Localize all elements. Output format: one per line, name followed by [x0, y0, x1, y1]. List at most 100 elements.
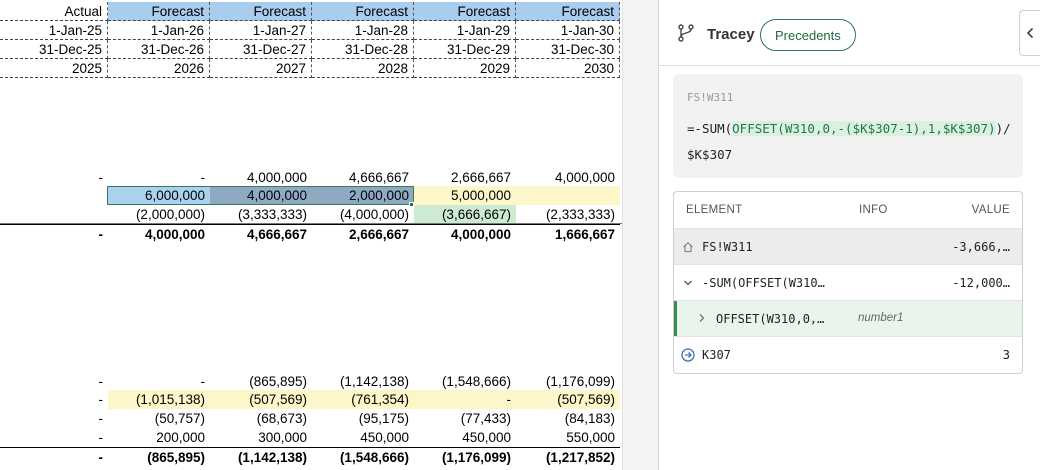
pane-divider[interactable]	[622, 0, 658, 470]
data-cell[interactable]: 2,666,667	[312, 224, 414, 243]
data-cell[interactable]: 2,666,667	[450, 170, 511, 185]
tree-row[interactable]: -SUM(OFFSET(W310… -12,000…	[674, 264, 1022, 300]
data-cell[interactable]: (507,569)	[210, 390, 312, 409]
fill-handle[interactable]	[409, 202, 414, 207]
data-cell[interactable]: 4,000,000	[108, 224, 210, 243]
data-cell[interactable]: -	[98, 411, 104, 426]
data-cell[interactable]: -	[414, 390, 516, 409]
precedents-button[interactable]: Precedents	[760, 19, 856, 51]
data-cell[interactable]: (1,015,138)	[108, 390, 210, 409]
column-value: VALUE	[971, 204, 1010, 216]
branch-icon	[678, 24, 694, 42]
data-cell[interactable]: (507,569)	[516, 390, 620, 409]
header-cell[interactable]: 2026	[108, 59, 210, 78]
data-cell[interactable]: 6,000,000	[108, 186, 210, 205]
header-cell[interactable]: 31-Dec-30	[516, 40, 620, 59]
data-cell[interactable]	[516, 186, 620, 205]
header-cell[interactable]: 2029	[414, 59, 516, 78]
data-cell[interactable]: (1,142,138)	[339, 374, 409, 389]
header-cell[interactable]: 31-Dec-25	[0, 40, 108, 59]
header-cell[interactable]: Actual	[0, 2, 108, 21]
data-cell[interactable]: -	[98, 392, 104, 407]
data-cell[interactable]: -	[98, 170, 104, 185]
data-cell[interactable]	[0, 186, 108, 205]
data-cell[interactable]: (3,666,667)	[414, 205, 516, 224]
data-cell[interactable]: (865,895)	[249, 374, 307, 389]
header-cell[interactable]: 31-Dec-27	[210, 40, 312, 59]
data-cell[interactable]: (1,176,099)	[545, 374, 615, 389]
data-cell[interactable]: (50,757)	[154, 411, 205, 426]
data-cell[interactable]: -	[0, 224, 108, 243]
header-cell[interactable]: 1-Jan-27	[210, 21, 312, 40]
tree-row-value: -12,000…	[952, 276, 1010, 290]
header-cell[interactable]: Forecast	[108, 2, 210, 21]
header-cell[interactable]: Forecast	[210, 2, 312, 21]
data-cell[interactable]: (95,175)	[358, 411, 409, 426]
header-cell[interactable]: 2030	[516, 59, 620, 78]
data-cell[interactable]: (3,333,333)	[237, 207, 307, 222]
home-icon	[683, 241, 693, 253]
data-cell[interactable]: 4,000,000	[554, 170, 615, 185]
formula-prefix: =-SUM(	[687, 121, 733, 136]
spreadsheet-grid[interactable]: Actual Forecast Forecast Forecast Forecast Fo…	[0, 0, 622, 470]
data-cell[interactable]: (761,354)	[312, 390, 414, 409]
data-cell[interactable]: (4,000,000)	[339, 207, 409, 222]
header-cell[interactable]: 2028	[312, 59, 414, 78]
data-cell[interactable]: (1,142,138)	[210, 447, 312, 466]
data-cell[interactable]: (68,673)	[256, 411, 307, 426]
header-cell[interactable]: 1-Jan-25	[0, 21, 108, 40]
chevron-down-icon[interactable]	[683, 279, 693, 287]
data-cell[interactable]: -	[0, 447, 108, 466]
data-cell[interactable]: 450,000	[360, 430, 409, 445]
data-cell[interactable]: 550,000	[566, 430, 615, 445]
data-cell[interactable]: (865,895)	[108, 447, 210, 466]
data-cell[interactable]: 300,000	[258, 430, 307, 445]
tree-row[interactable]: K307 3	[674, 336, 1022, 372]
data-cell[interactable]: 1,666,667	[516, 224, 620, 243]
data-cell[interactable]: -	[200, 170, 206, 185]
header-cell[interactable]: Forecast	[516, 2, 620, 21]
data-cell[interactable]: (1,176,099)	[414, 447, 516, 466]
header-cell[interactable]: 2027	[210, 59, 312, 78]
precedents-tree: ELEMENT INFO VALUE FS!W311 -3,666,… -SUM…	[673, 191, 1023, 374]
data-cell[interactable]: (1,548,666)	[441, 374, 511, 389]
data-cell[interactable]: (1,217,852)	[516, 447, 620, 466]
data-cell[interactable]: (1,548,666)	[312, 447, 414, 466]
tree-row-selected[interactable]: OFFSET(W310,0,… number1	[674, 300, 1022, 337]
data-cell[interactable]: -	[200, 374, 206, 389]
header-cell[interactable]: 1-Jan-30	[516, 21, 620, 40]
tree-row[interactable]: FS!W311 -3,666,…	[674, 228, 1022, 264]
header-cell[interactable]: 31-Dec-28	[312, 40, 414, 59]
data-cell[interactable]: 450,000	[462, 430, 511, 445]
chevron-right-icon[interactable]	[698, 313, 706, 323]
data-cell[interactable]: (2,333,333)	[545, 207, 615, 222]
data-cell[interactable]: 4,000,000	[414, 224, 516, 243]
data-cell[interactable]: 4,000,000	[210, 186, 312, 205]
collapse-panel-button[interactable]	[1019, 10, 1040, 56]
data-cell[interactable]: -	[98, 430, 104, 445]
data-cell[interactable]: 4,000,000	[246, 170, 307, 185]
data-cell[interactable]: (84,183)	[564, 411, 615, 426]
header-cell[interactable]: 2025	[0, 59, 108, 78]
data-cell[interactable]: 2,000,000	[312, 186, 414, 205]
cell-reference: FS!W311	[687, 91, 734, 104]
header-cell[interactable]: Forecast	[312, 2, 414, 21]
data-cell[interactable]: 4,666,667	[348, 170, 409, 185]
data-cell[interactable]: (2,000,000)	[135, 207, 205, 222]
data-cell[interactable]: -	[98, 374, 104, 389]
header-cell[interactable]: 1-Jan-29	[414, 21, 516, 40]
data-cell[interactable]	[0, 205, 108, 224]
panel-title: Tracey	[707, 26, 755, 43]
tracey-panel: Tracey Precedents FS!W311 =-SUM(OFFSET(W…	[658, 0, 1040, 470]
header-cell[interactable]: 31-Dec-26	[108, 40, 210, 59]
data-cell[interactable]: (77,433)	[460, 411, 511, 426]
formula-highlight[interactable]: OFFSET(W310,0,-($K$307-1),1,$K$307)	[732, 121, 996, 136]
header-cell[interactable]: Forecast	[414, 2, 516, 21]
header-cell[interactable]: 1-Jan-26	[108, 21, 210, 40]
data-cell[interactable]: 200,000	[156, 430, 205, 445]
arrow-circle-right-icon[interactable]	[681, 348, 695, 362]
data-cell[interactable]: 4,666,667	[210, 224, 312, 243]
data-cell[interactable]: 5,000,000	[414, 186, 516, 205]
header-cell[interactable]: 1-Jan-28	[312, 21, 414, 40]
header-cell[interactable]: 31-Dec-29	[414, 40, 516, 59]
